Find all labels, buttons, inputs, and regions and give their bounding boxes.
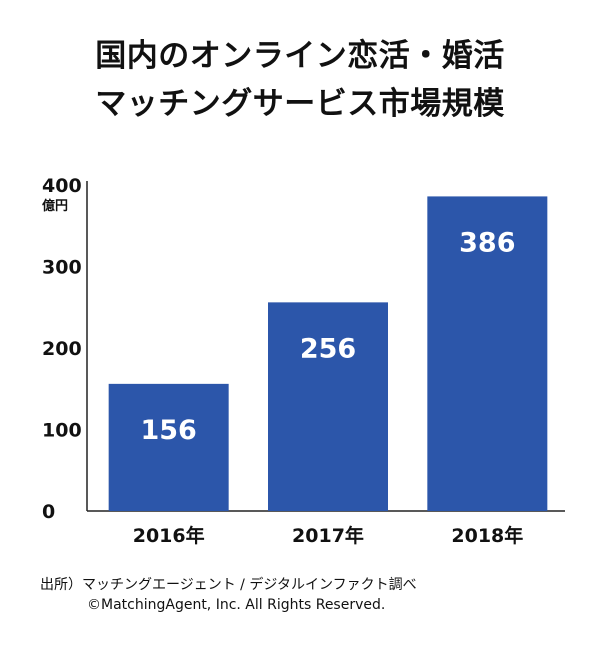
x-tick-label: 2018年 bbox=[451, 524, 523, 547]
source-note: 出所）マッチングエージェント / デジタルインファクト調べ ©MatchingA… bbox=[40, 575, 417, 615]
chart-title-line-2: マッチングサービス市場規模 bbox=[95, 86, 505, 122]
bar-2016年 bbox=[108, 383, 229, 511]
bar-2018年 bbox=[427, 196, 548, 511]
y-tick-label: 400 bbox=[42, 175, 82, 197]
bar-value-label: 386 bbox=[459, 227, 515, 258]
copyright-line: ©MatchingAgent, Inc. All Rights Reserved… bbox=[87, 597, 386, 613]
y-tick-label: 0 bbox=[42, 501, 55, 523]
bar-series: 156 256 386 bbox=[108, 196, 548, 511]
bar-value-label: 156 bbox=[140, 415, 196, 446]
x-tick-labels: 2016年 2017年 2018年 bbox=[133, 524, 524, 547]
x-tick-label: 2016年 bbox=[133, 524, 205, 547]
bar-value-label: 256 bbox=[300, 333, 356, 364]
y-tick-label: 100 bbox=[42, 420, 82, 442]
bar-2017年 bbox=[268, 302, 388, 511]
chart-title-line-1: 国内のオンライン恋活・婚活 bbox=[95, 38, 505, 74]
y-tick-label: 200 bbox=[42, 338, 82, 360]
y-tick-label: 300 bbox=[42, 257, 82, 279]
y-unit-label: 億円 bbox=[42, 198, 68, 214]
source-line-1: 出所）マッチングエージェント / デジタルインファクト調べ bbox=[40, 577, 417, 593]
x-tick-label: 2017年 bbox=[292, 524, 364, 547]
